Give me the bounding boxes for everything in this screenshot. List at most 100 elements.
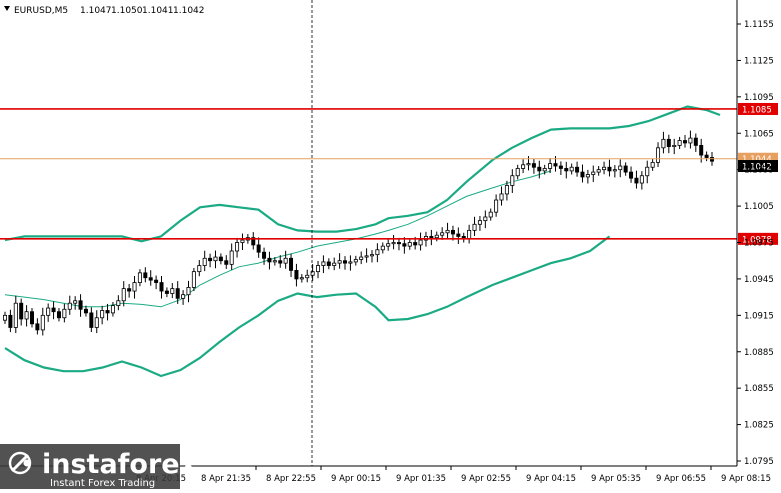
candle-body (467, 229, 472, 240)
candle-body (650, 161, 655, 168)
candle-body (386, 243, 391, 247)
candle-body (488, 211, 493, 218)
candle-body (623, 165, 628, 173)
candle-body (456, 233, 461, 237)
price-tick-label: 1.1125 (744, 56, 774, 66)
watermark-brand: instaforex (42, 449, 197, 480)
candle-body (224, 260, 229, 265)
candle-body (116, 300, 121, 307)
ohlc-open: 1.1047 (80, 6, 112, 16)
candle-body (558, 165, 563, 169)
candle-body (515, 168, 520, 177)
candle-body (332, 262, 337, 266)
candle-body (83, 308, 88, 314)
last-price-label: 1.1042 (742, 163, 772, 173)
candle-body (450, 229, 455, 235)
candle-body (197, 265, 202, 273)
ohlc-low: 1.1041 (142, 6, 174, 16)
time-tick-label: 9 Apr 00:15 (331, 474, 381, 484)
candle-body (704, 154, 709, 158)
price-tick-label: 1.1155 (744, 20, 774, 30)
candle-body (472, 223, 477, 231)
price-tick-label: 1.0915 (744, 311, 774, 321)
time-axis: 8 Apr 20:158 Apr 21:358 Apr 22:559 Apr 0… (125, 466, 771, 484)
candle-body (8, 314, 13, 328)
instaforex-watermark: instaforex Instant Forex Trading (0, 444, 197, 489)
candle-body (375, 249, 380, 256)
candle-body (510, 175, 515, 186)
candle-body (353, 259, 358, 263)
bollinger-upper-line (4, 105, 721, 243)
candle-body (575, 166, 580, 173)
level-label: 1.1085 (742, 105, 772, 115)
candle-body (181, 294, 186, 299)
time-tick-label: 9 Apr 02:55 (461, 474, 511, 484)
candle-body (24, 311, 29, 320)
candle-body (159, 282, 164, 292)
level-label: 1.0978 (742, 235, 772, 245)
candle-body (391, 242, 396, 245)
candle-body (89, 312, 94, 328)
candle-body (531, 163, 536, 168)
candle-body (396, 242, 401, 245)
candle-body (143, 272, 148, 279)
price-tick-label: 1.0855 (744, 384, 774, 394)
candle-body (3, 314, 8, 321)
candle-body (13, 302, 18, 328)
candle-body (213, 256, 218, 262)
candle-body (683, 140, 688, 144)
candle-body (202, 257, 207, 266)
candle-body (289, 257, 294, 271)
candle-body (337, 260, 342, 264)
candles (3, 130, 715, 336)
bollinger-lower-line (4, 235, 611, 378)
candle-body (645, 166, 650, 177)
candle-body (477, 220, 482, 225)
price-axis: 1.1155 1.1125 1.1095 1.1065 1.1035 1.1005 1.09… (737, 20, 774, 467)
ohlc-high: 1.1050 (111, 6, 143, 16)
candle-body (348, 261, 353, 264)
candle-body (569, 166, 574, 172)
level-label-box (738, 102, 778, 115)
candle-body (186, 287, 191, 296)
candle-body (137, 272, 142, 283)
candle-body (170, 288, 175, 294)
ohlc-close: 1.1042 (173, 6, 205, 16)
price-tick-label: 1.0945 (744, 275, 774, 285)
time-tick-label: 9 Apr 08:15 (721, 474, 771, 484)
candle-body (402, 243, 407, 247)
dropdown-triangle-icon[interactable] (4, 6, 10, 11)
price-tick-label: 1.1095 (744, 93, 774, 103)
candle-body (127, 288, 132, 292)
candle-body (73, 300, 78, 304)
candle-body (29, 311, 34, 325)
candle-body (688, 137, 693, 144)
candle-body (305, 274, 310, 279)
last-price-box (738, 160, 778, 173)
candle-body (164, 290, 169, 294)
candle-body (672, 144, 677, 148)
candle-body (693, 137, 698, 146)
candle-body (591, 171, 596, 175)
candle-body (191, 271, 196, 288)
price-tick-label: 1.1035 (744, 166, 774, 176)
price-tick-label: 1.0885 (744, 348, 774, 358)
candle-body (602, 166, 607, 171)
candle-body (56, 311, 61, 319)
candle-body (364, 255, 369, 258)
time-tick-label: 9 Apr 04:15 (526, 474, 576, 484)
candle-body (656, 147, 661, 163)
candle-body (256, 244, 261, 253)
candle-body (51, 307, 56, 313)
price-tick-label: 1.1065 (744, 129, 774, 139)
symbol-header: EURUSD,M5 1.1047 1.1050 1.1041 1.1042 (4, 6, 205, 16)
candle-body (440, 232, 445, 236)
candle-body (596, 169, 601, 173)
level-label-box (738, 232, 778, 245)
bollinger-bands (4, 105, 721, 378)
candle-body (62, 308, 67, 319)
candle-body (46, 307, 51, 316)
candle-body (110, 305, 115, 314)
